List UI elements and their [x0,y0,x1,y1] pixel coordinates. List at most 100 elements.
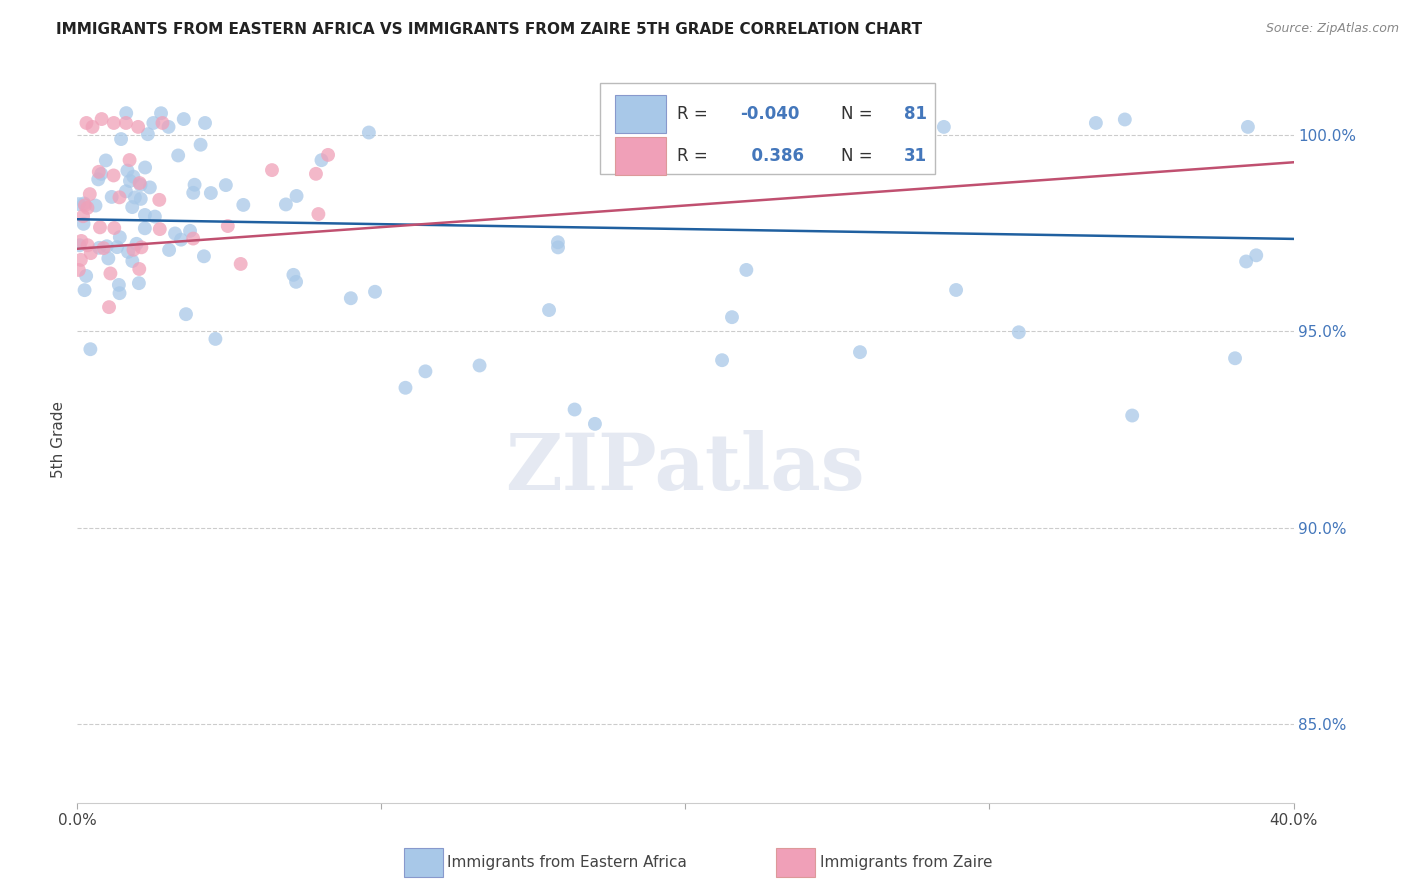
FancyBboxPatch shape [600,83,935,174]
Point [87,165,110,179]
Point [1121,409,1143,423]
Point [73,198,96,212]
Point [121,200,143,214]
Point [190,137,212,152]
Point [69,238,91,252]
Point [538,303,561,318]
Text: ZIPatlas: ZIPatlas [506,430,865,507]
Point [170,233,193,247]
Point [67,263,90,277]
Point [87,172,110,186]
Point [103,116,125,130]
Point [134,208,156,222]
Point [547,240,569,254]
FancyBboxPatch shape [614,136,666,175]
Point [122,243,145,257]
Point [94,153,117,168]
Point [134,221,156,235]
Point [100,267,122,281]
Point [97,252,120,266]
Point [217,219,239,233]
Point [129,178,152,192]
Point [118,174,141,188]
Point [735,263,758,277]
Point [173,112,195,126]
Point [311,153,333,168]
Point [75,116,97,130]
Point [115,106,138,120]
Point [142,116,165,130]
Point [103,169,125,183]
Text: 0.386: 0.386 [740,147,804,165]
Point [598,120,620,134]
Point [215,178,238,193]
Point [1244,248,1267,262]
Point [72,209,94,223]
Point [149,222,172,236]
Point [70,234,93,248]
Point [229,257,252,271]
Point [90,167,112,181]
Point [76,201,98,215]
Point [1084,116,1107,130]
Text: N =: N = [841,105,877,123]
Point [70,252,93,267]
Point [108,190,131,204]
Point [103,221,125,235]
Point [283,268,305,282]
Point [122,169,145,184]
Point [232,198,254,212]
Point [174,307,197,321]
Point [100,190,122,204]
Point [849,345,872,359]
Point [148,193,170,207]
Point [179,224,201,238]
Point [128,176,150,190]
Point [157,243,180,257]
Point [1234,254,1257,268]
Point [945,283,967,297]
Point [340,291,363,305]
Point [167,148,190,162]
Point [181,231,204,245]
Point [98,300,121,314]
Point [79,342,101,356]
Point [115,116,138,130]
Point [1237,120,1260,134]
Point [285,189,308,203]
Point [117,163,139,178]
Point [689,116,711,130]
Point [125,236,148,251]
Point [89,241,111,255]
Text: R =: R = [676,147,713,165]
Point [721,310,744,325]
Point [357,126,380,140]
Text: R =: R = [676,105,713,123]
Point [117,244,139,259]
Point [127,120,149,134]
Text: Source: ZipAtlas.com: Source: ZipAtlas.com [1265,22,1399,36]
Point [136,127,159,141]
Point [260,163,283,178]
Point [1008,326,1031,340]
Point [183,178,205,192]
Text: -0.040: -0.040 [740,105,800,123]
Point [93,241,115,255]
Point [108,286,131,301]
Point [115,184,138,198]
Text: 81: 81 [904,105,928,123]
Point [181,186,204,200]
Point [79,187,101,202]
Text: 31: 31 [904,147,928,165]
Point [129,192,152,206]
Point [564,402,586,417]
Y-axis label: 5th Grade: 5th Grade [51,401,66,478]
Point [1114,112,1136,127]
Point [139,180,162,194]
Point [305,167,328,181]
Point [364,285,387,299]
Point [152,116,174,130]
Point [75,268,97,283]
Text: Immigrants from Eastern Africa: Immigrants from Eastern Africa [447,855,688,870]
Point [307,207,329,221]
